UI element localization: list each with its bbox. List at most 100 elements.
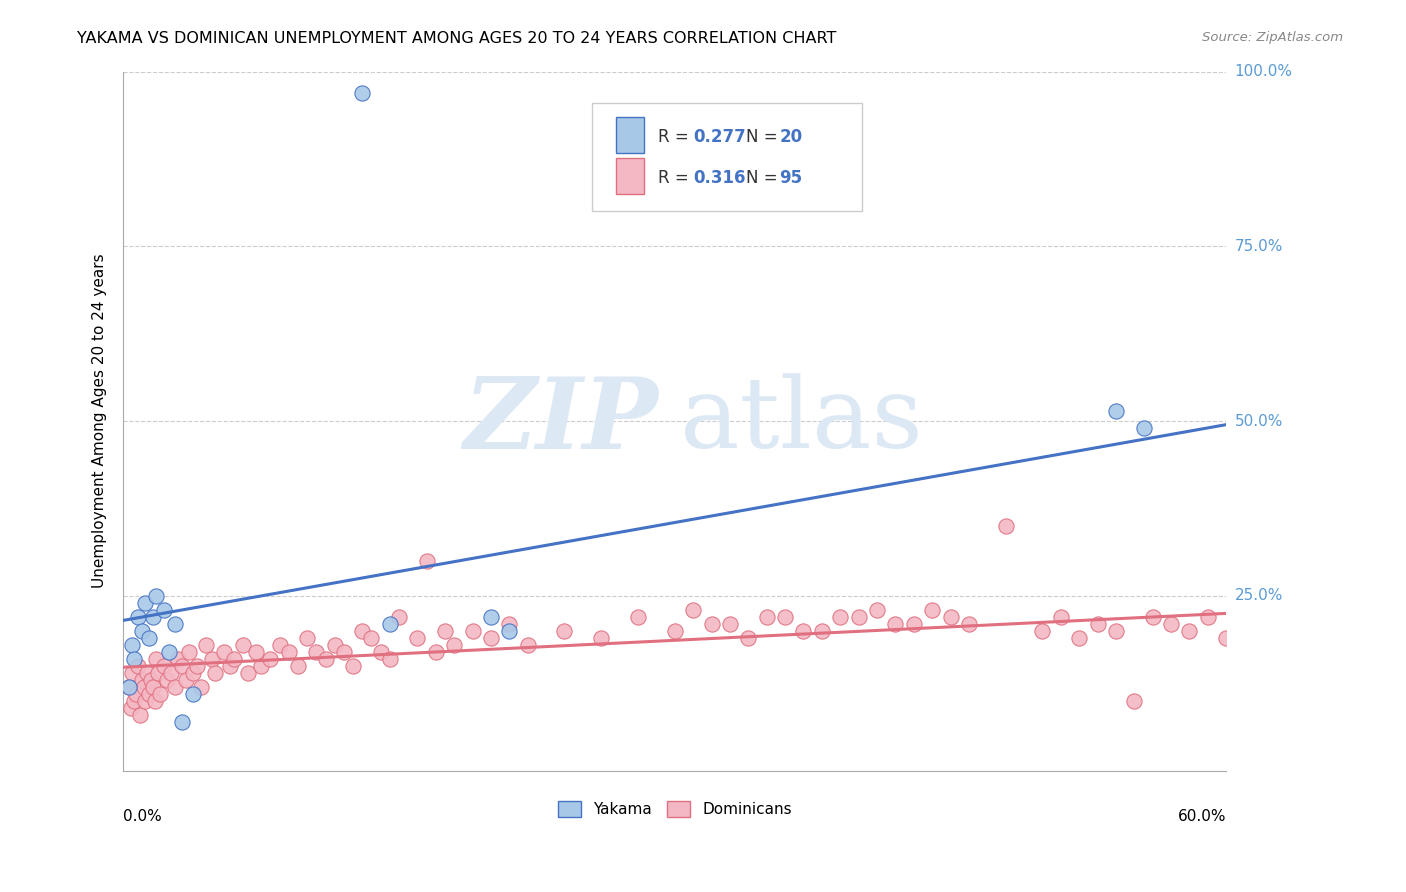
Point — [295, 631, 318, 645]
Point — [333, 645, 356, 659]
Point — [134, 694, 156, 708]
Point — [120, 700, 142, 714]
Text: Source: ZipAtlas.com: Source: ZipAtlas.com — [1202, 31, 1343, 45]
Text: YAKAMA VS DOMINICAN UNEMPLOYMENT AMONG AGES 20 TO 24 YEARS CORRELATION CHART: YAKAMA VS DOMINICAN UNEMPLOYMENT AMONG A… — [77, 31, 837, 46]
Legend: Yakama, Dominicans: Yakama, Dominicans — [551, 795, 797, 823]
Point — [903, 616, 925, 631]
Point — [1160, 616, 1182, 631]
Point — [479, 610, 502, 624]
Point — [498, 624, 520, 638]
Point — [142, 680, 165, 694]
Point — [200, 652, 222, 666]
Point — [121, 665, 143, 680]
Point — [181, 665, 204, 680]
Point — [315, 652, 337, 666]
Point — [352, 86, 374, 100]
Point — [143, 694, 166, 708]
Point — [121, 638, 143, 652]
Point — [259, 652, 281, 666]
Point — [406, 631, 429, 645]
Point — [848, 610, 870, 624]
Point — [498, 616, 520, 631]
Point — [516, 638, 538, 652]
Point — [287, 658, 309, 673]
Point — [360, 631, 382, 645]
Point — [378, 616, 401, 631]
Point — [957, 616, 980, 631]
Point — [1031, 624, 1053, 638]
Text: R =: R = — [658, 169, 695, 186]
Y-axis label: Unemployment Among Ages 20 to 24 years: Unemployment Among Ages 20 to 24 years — [93, 254, 107, 589]
Point — [792, 624, 814, 638]
Point — [156, 673, 179, 687]
Point — [219, 658, 242, 673]
Point — [160, 665, 183, 680]
Point — [131, 624, 153, 638]
Point — [553, 624, 575, 638]
Text: 100.0%: 100.0% — [1234, 64, 1292, 79]
Point — [378, 652, 401, 666]
Text: atlas: atlas — [681, 373, 924, 469]
Point — [145, 589, 167, 603]
Point — [664, 624, 686, 638]
Point — [186, 658, 208, 673]
Point — [179, 645, 201, 659]
Point — [1069, 631, 1091, 645]
Point — [1123, 694, 1146, 708]
Point — [269, 638, 291, 652]
Point — [1105, 403, 1128, 417]
Point — [118, 680, 141, 694]
Text: 60.0%: 60.0% — [1178, 809, 1226, 824]
Point — [884, 616, 907, 631]
Point — [433, 624, 456, 638]
Text: 20: 20 — [779, 128, 803, 145]
Text: N =: N = — [747, 169, 783, 186]
Point — [139, 673, 162, 687]
Point — [163, 616, 186, 631]
Point — [866, 603, 889, 617]
Point — [1132, 421, 1154, 435]
Point — [149, 687, 172, 701]
Point — [443, 638, 465, 652]
Point — [830, 610, 852, 624]
Point — [370, 645, 392, 659]
Point — [172, 714, 194, 729]
Point — [461, 624, 484, 638]
Point — [1049, 610, 1071, 624]
Point — [342, 658, 364, 673]
Point — [479, 631, 502, 645]
Point — [214, 645, 236, 659]
Text: 0.277: 0.277 — [693, 128, 747, 145]
Point — [163, 680, 186, 694]
Point — [124, 694, 146, 708]
FancyBboxPatch shape — [592, 103, 862, 211]
Point — [190, 680, 212, 694]
Point — [591, 631, 613, 645]
Point — [138, 631, 160, 645]
Text: R =: R = — [658, 128, 695, 145]
Point — [124, 652, 146, 666]
Point — [682, 603, 704, 617]
Point — [181, 687, 204, 701]
Point — [118, 680, 141, 694]
Point — [152, 658, 174, 673]
Point — [131, 673, 153, 687]
Text: N =: N = — [747, 128, 783, 145]
Point — [425, 645, 447, 659]
Point — [134, 596, 156, 610]
Point — [138, 687, 160, 701]
Text: ZIP: ZIP — [463, 373, 658, 469]
Point — [737, 631, 759, 645]
Point — [921, 603, 943, 617]
Point — [128, 707, 150, 722]
Text: 0.0%: 0.0% — [124, 809, 162, 824]
Point — [204, 665, 226, 680]
Point — [127, 610, 149, 624]
Point — [1178, 624, 1201, 638]
Point — [1215, 631, 1237, 645]
Point — [125, 687, 148, 701]
Point — [415, 554, 437, 568]
Text: 25.0%: 25.0% — [1234, 589, 1282, 603]
Point — [755, 610, 778, 624]
Point — [195, 638, 218, 652]
